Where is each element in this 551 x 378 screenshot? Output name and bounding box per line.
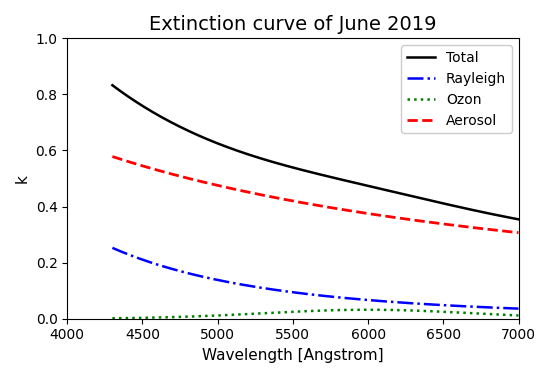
Ozon (110, 316, 117, 321)
Aerosol (349, 209, 356, 214)
Aerosol (477, 226, 484, 231)
Ozon (453, 310, 460, 314)
Line: Aerosol: Aerosol (112, 156, 518, 232)
Ozon (478, 311, 485, 316)
Rayleigh (451, 304, 458, 308)
Title: Extinction curve of June 2019: Extinction curve of June 2019 (149, 15, 436, 34)
Total (477, 209, 484, 214)
Aerosol (351, 209, 358, 214)
Ozon (351, 308, 358, 312)
Ozon (358, 307, 364, 312)
Ozon (364, 307, 371, 312)
Aerosol (358, 210, 364, 215)
Aerosol (109, 154, 116, 159)
Total (358, 182, 364, 186)
Ozon (109, 316, 116, 321)
Line: Rayleigh: Rayleigh (112, 248, 518, 308)
Total (109, 83, 116, 87)
Rayleigh (477, 305, 484, 309)
Total (515, 217, 522, 222)
Aerosol (515, 230, 522, 235)
X-axis label: Wavelength [Angstrom]: Wavelength [Angstrom] (202, 348, 383, 363)
Total (351, 180, 358, 185)
Ozon (349, 308, 356, 312)
Rayleigh (349, 296, 356, 301)
Aerosol (451, 223, 458, 228)
Aerosol (110, 155, 117, 159)
Ozon (515, 313, 522, 318)
Line: Total: Total (112, 85, 518, 219)
Line: Ozon: Ozon (112, 310, 518, 318)
Rayleigh (109, 246, 116, 250)
Legend: Total, Rayleigh, Ozon, Aerosol: Total, Rayleigh, Ozon, Aerosol (402, 45, 511, 133)
Rayleigh (351, 297, 358, 301)
Total (110, 84, 117, 88)
Rayleigh (358, 297, 364, 302)
Rayleigh (515, 306, 522, 311)
Rayleigh (110, 246, 117, 251)
Total (451, 204, 458, 208)
Total (349, 180, 356, 184)
Y-axis label: k: k (15, 174, 30, 183)
